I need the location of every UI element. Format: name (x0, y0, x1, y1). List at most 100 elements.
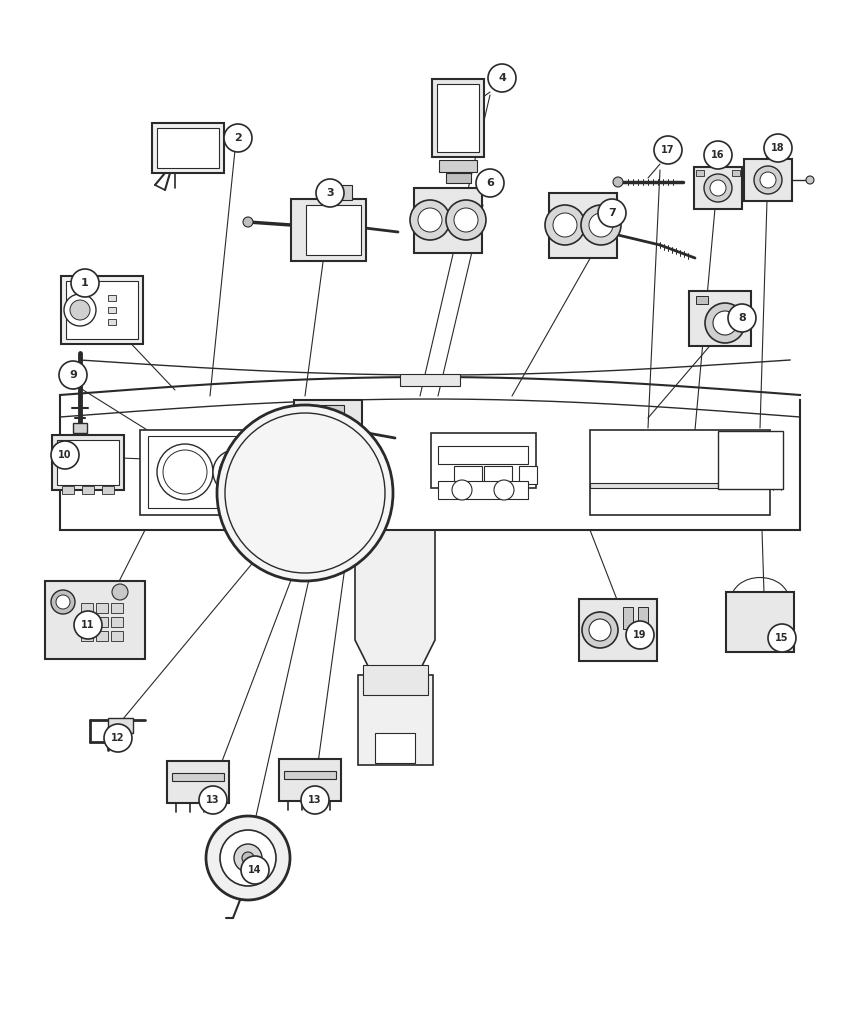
Text: 8: 8 (738, 313, 746, 323)
Bar (638, 607, 648, 629)
Text: I: I (393, 743, 397, 753)
Circle shape (710, 180, 726, 196)
Bar (45, 581, 145, 659)
Circle shape (452, 480, 472, 500)
Circle shape (806, 176, 814, 184)
Text: 19: 19 (633, 630, 647, 640)
Circle shape (333, 482, 345, 494)
Bar (732, 170, 740, 176)
Circle shape (206, 816, 290, 900)
Circle shape (112, 584, 128, 600)
Bar (57, 439, 119, 484)
Circle shape (71, 269, 99, 297)
Text: 15: 15 (775, 633, 789, 643)
Circle shape (163, 450, 207, 494)
Circle shape (219, 456, 251, 488)
Bar (102, 486, 114, 494)
Circle shape (234, 844, 262, 872)
Circle shape (553, 213, 577, 237)
Bar (81, 603, 93, 613)
Circle shape (589, 213, 613, 237)
Text: 11: 11 (81, 620, 95, 630)
Circle shape (70, 300, 90, 319)
Circle shape (581, 205, 621, 245)
Bar (414, 187, 482, 253)
Bar (108, 718, 132, 732)
Text: 16: 16 (711, 150, 725, 160)
Bar (744, 159, 792, 201)
Circle shape (454, 208, 478, 232)
Bar (717, 431, 782, 489)
Circle shape (220, 830, 276, 886)
Bar (590, 429, 770, 514)
Circle shape (225, 413, 385, 573)
Circle shape (410, 200, 450, 240)
Bar (62, 486, 74, 494)
Bar (726, 592, 794, 652)
Text: 13: 13 (206, 795, 220, 805)
Circle shape (764, 134, 792, 162)
Circle shape (754, 166, 782, 194)
Bar (445, 173, 471, 183)
Text: 17: 17 (661, 145, 674, 155)
Text: 14: 14 (248, 865, 262, 874)
Bar (284, 771, 336, 779)
Bar (623, 607, 633, 629)
Circle shape (613, 177, 623, 187)
Circle shape (277, 465, 333, 521)
Circle shape (446, 200, 486, 240)
Circle shape (494, 480, 514, 500)
Bar (519, 466, 537, 484)
Circle shape (224, 124, 252, 152)
Circle shape (56, 595, 70, 609)
Bar (432, 79, 484, 157)
Bar (279, 759, 341, 801)
Circle shape (704, 141, 732, 169)
Bar (147, 436, 273, 508)
Circle shape (217, 406, 393, 581)
Text: 10: 10 (58, 450, 72, 460)
Text: 12: 12 (111, 733, 125, 743)
Bar (111, 603, 123, 613)
Bar (96, 603, 108, 613)
Bar (454, 466, 482, 484)
Bar (96, 631, 108, 641)
Text: 2: 2 (234, 133, 242, 143)
Text: 4: 4 (498, 73, 506, 83)
Bar (484, 466, 512, 484)
Bar (81, 617, 93, 627)
Circle shape (213, 450, 257, 494)
Circle shape (74, 611, 102, 639)
Bar (590, 482, 750, 487)
Circle shape (768, 624, 796, 652)
Bar (157, 128, 219, 168)
Circle shape (704, 174, 732, 202)
Circle shape (258, 455, 278, 475)
Bar (108, 307, 116, 313)
Circle shape (598, 199, 626, 227)
Circle shape (265, 482, 277, 494)
Circle shape (157, 444, 213, 500)
Circle shape (705, 303, 745, 343)
Circle shape (59, 361, 87, 389)
Bar (696, 170, 704, 176)
Bar (438, 481, 528, 499)
Bar (294, 399, 362, 455)
Circle shape (316, 179, 344, 207)
Bar (363, 665, 428, 695)
Text: 9: 9 (69, 370, 77, 380)
Circle shape (104, 724, 132, 752)
Circle shape (545, 205, 585, 245)
Bar (96, 617, 108, 627)
Text: 13: 13 (308, 795, 322, 805)
Circle shape (243, 217, 253, 227)
Circle shape (258, 470, 278, 490)
Bar (331, 477, 363, 499)
Bar (66, 281, 138, 339)
Circle shape (241, 856, 269, 884)
Text: 1: 1 (81, 278, 89, 288)
Circle shape (476, 169, 504, 197)
Circle shape (760, 172, 776, 188)
Circle shape (287, 475, 323, 511)
Circle shape (626, 621, 654, 649)
